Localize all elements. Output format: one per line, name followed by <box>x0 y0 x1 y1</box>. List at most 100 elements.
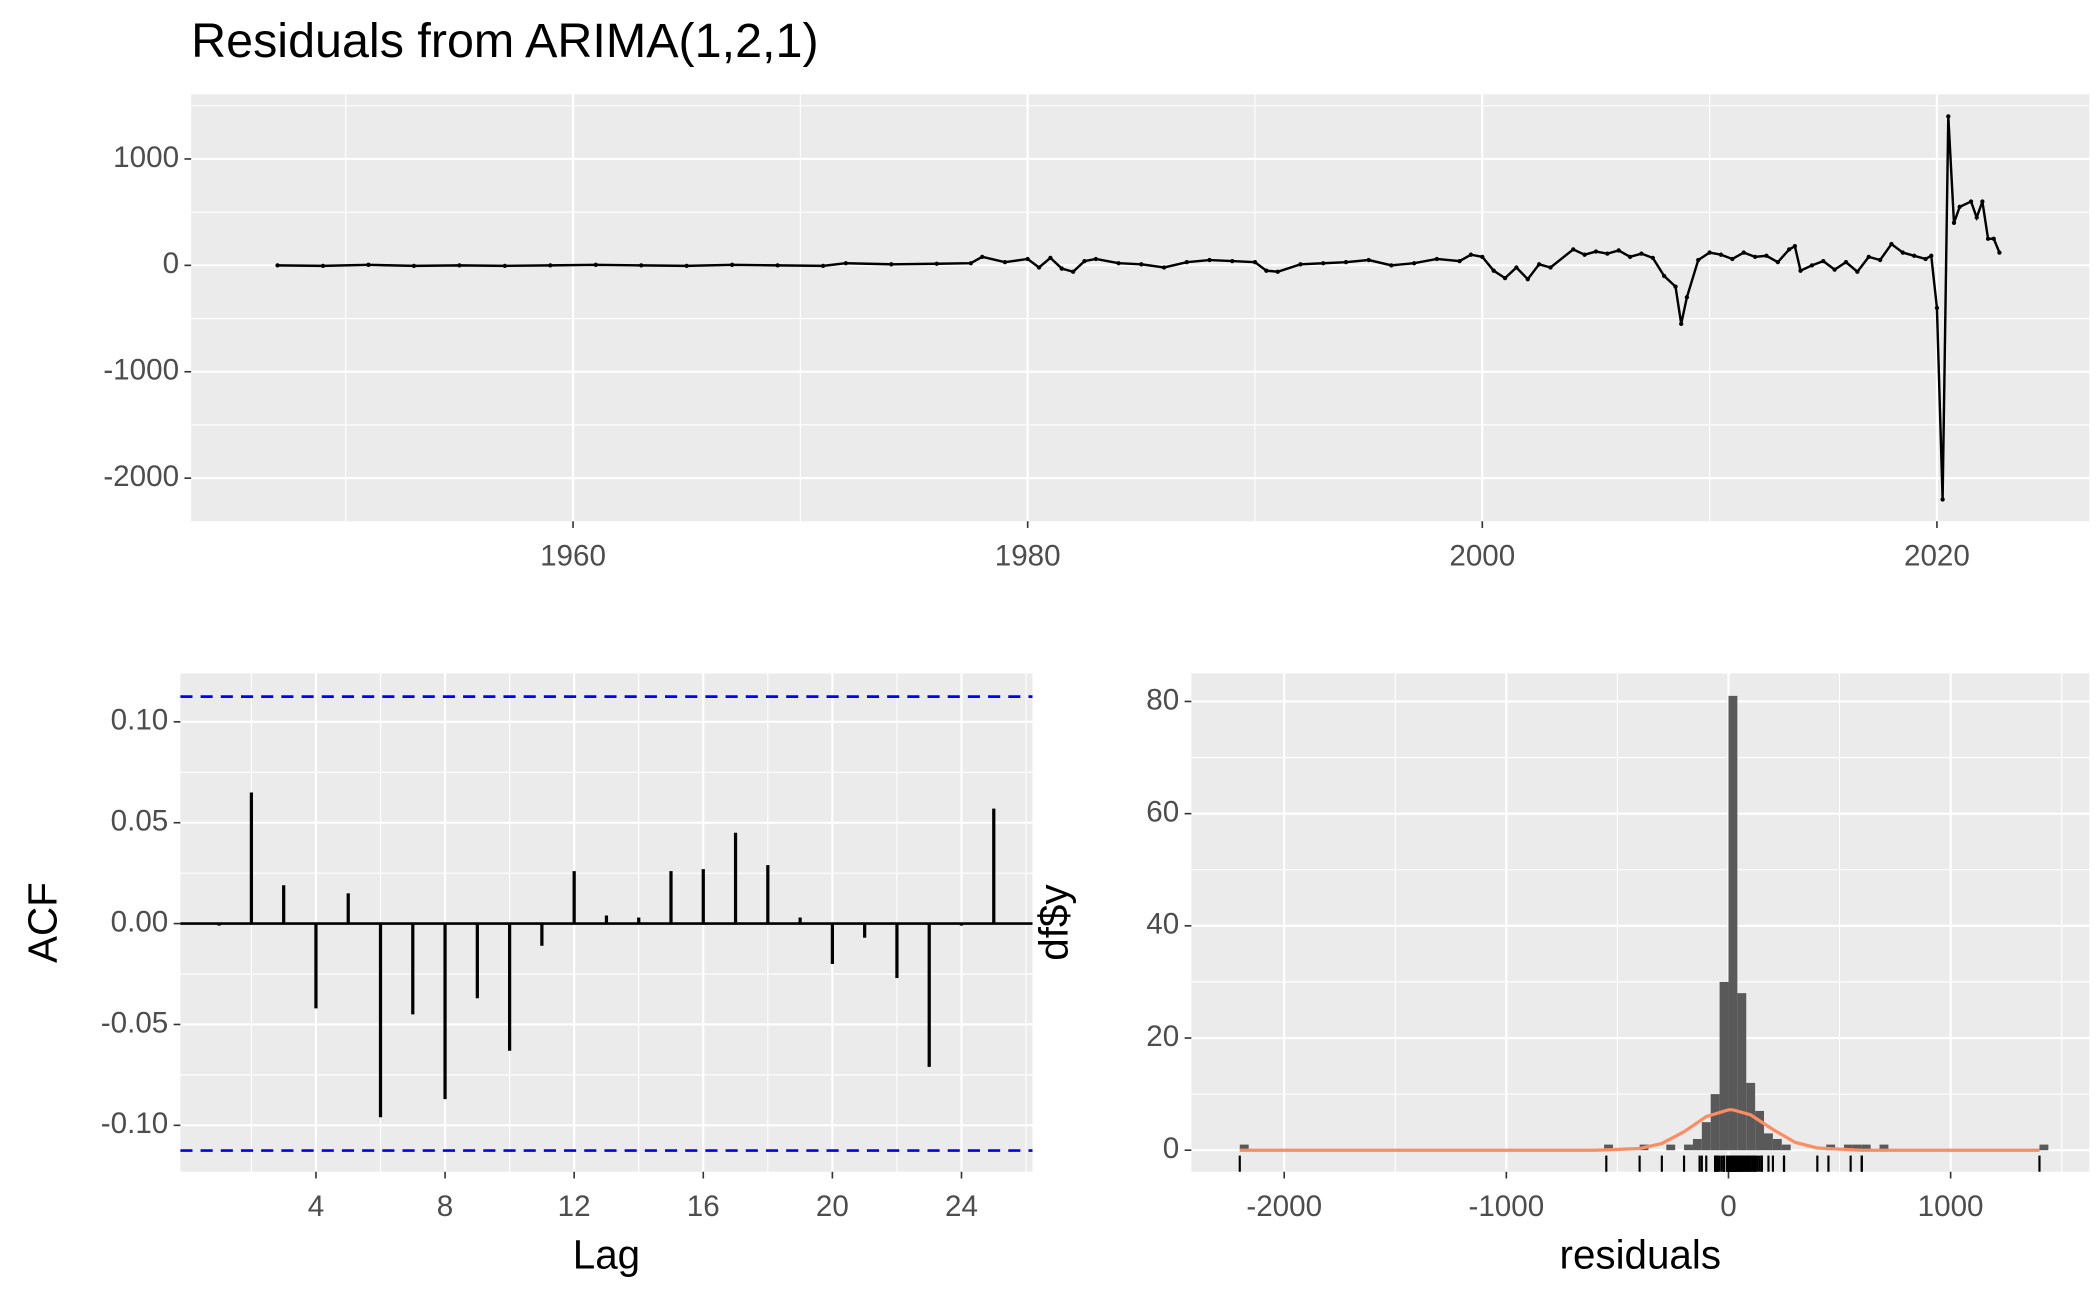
x-tick-label: 24 <box>945 1190 978 1223</box>
point <box>1571 247 1576 252</box>
point <box>1912 253 1917 258</box>
x-tick-label: 12 <box>558 1190 591 1223</box>
y-tick-label: 20 <box>1146 1020 1179 1053</box>
y-axis-title: df$y <box>1030 884 1076 961</box>
point <box>889 262 894 267</box>
point <box>1491 268 1496 273</box>
point <box>980 254 985 259</box>
point <box>1650 255 1655 261</box>
point <box>843 261 848 266</box>
point <box>1070 269 1076 274</box>
point <box>1025 256 1030 262</box>
x-tick-label: 1000 <box>1918 1190 1984 1223</box>
histogram-bar <box>1755 1110 1765 1151</box>
point <box>1980 199 1985 204</box>
histogram-bar <box>1879 1144 1889 1151</box>
y-tick-label: 1000 <box>113 141 179 174</box>
y-tick-label: -0.10 <box>101 1107 168 1140</box>
point <box>1934 305 1940 311</box>
point <box>1821 258 1826 264</box>
point <box>1605 251 1610 256</box>
histogram-bar <box>1852 1144 1862 1151</box>
histogram-bar <box>1737 993 1747 1151</box>
point <box>1684 295 1690 300</box>
point <box>1616 248 1621 253</box>
histogram-bar <box>1604 1144 1613 1151</box>
point <box>1866 254 1871 259</box>
histogram-bar <box>1843 1144 1853 1151</box>
point <box>1696 257 1701 263</box>
point <box>502 263 508 269</box>
x-tick-label: 20 <box>816 1190 849 1223</box>
point <box>1787 247 1792 252</box>
point <box>1843 260 1849 265</box>
histogram-bar <box>1772 1138 1782 1151</box>
x-tick-label: 4 <box>308 1190 324 1223</box>
point <box>934 261 939 266</box>
point <box>1514 265 1519 270</box>
x-tick-label: 1980 <box>995 539 1061 572</box>
point <box>1468 252 1474 257</box>
histogram-bar <box>1701 1122 1711 1151</box>
point <box>1548 265 1553 270</box>
point <box>1679 321 1684 327</box>
x-tick-label: 16 <box>687 1190 720 1223</box>
y-tick-label: 0.00 <box>111 905 169 938</box>
histogram-bar <box>1764 1133 1773 1151</box>
point <box>366 262 371 267</box>
y-axis-title: ACF <box>19 882 65 963</box>
point <box>1923 256 1928 262</box>
point <box>1798 268 1803 273</box>
x-tick-label: -2000 <box>1246 1190 1322 1223</box>
point <box>1434 256 1439 262</box>
y-tick-label: 0.10 <box>111 704 169 737</box>
point <box>1792 244 1798 249</box>
point <box>1002 260 1008 265</box>
point <box>1639 251 1644 256</box>
point <box>1343 260 1349 265</box>
point <box>1389 263 1394 268</box>
histogram-bar <box>2039 1144 2049 1151</box>
density-curve <box>1239 1108 2040 1152</box>
point <box>1968 199 1974 204</box>
point <box>1855 269 1860 274</box>
point <box>1661 273 1667 279</box>
point <box>1139 262 1144 267</box>
x-tick-label: 2020 <box>1904 539 1970 572</box>
point <box>1832 267 1837 272</box>
point <box>730 262 735 267</box>
point <box>1889 241 1894 247</box>
point <box>1764 253 1769 258</box>
y-tick-label: 0.05 <box>111 805 169 838</box>
histogram-bar <box>1710 1094 1720 1151</box>
point <box>1457 258 1462 264</box>
x-tick-label: -1000 <box>1468 1190 1544 1223</box>
point <box>684 263 689 269</box>
point <box>1673 284 1678 289</box>
point <box>1264 268 1269 273</box>
point <box>1957 204 1962 209</box>
point <box>1048 255 1053 261</box>
point <box>1730 256 1735 262</box>
y-tick-label: 60 <box>1146 795 1179 828</box>
point <box>1207 257 1212 263</box>
point <box>968 261 973 266</box>
point <box>1718 252 1724 257</box>
point <box>1059 266 1064 271</box>
point <box>1929 253 1934 258</box>
histogram-bar <box>1728 695 1738 1151</box>
point <box>1809 263 1815 268</box>
point <box>820 263 826 269</box>
point <box>275 263 280 268</box>
point <box>320 263 326 269</box>
point <box>411 263 417 269</box>
histogram-bar <box>1684 1144 1693 1151</box>
point <box>548 263 553 268</box>
point <box>1877 257 1883 263</box>
point <box>1366 257 1371 263</box>
histogram-bar <box>1719 981 1729 1151</box>
x-tick-label: 0 <box>1720 1190 1736 1223</box>
point <box>1582 252 1587 257</box>
